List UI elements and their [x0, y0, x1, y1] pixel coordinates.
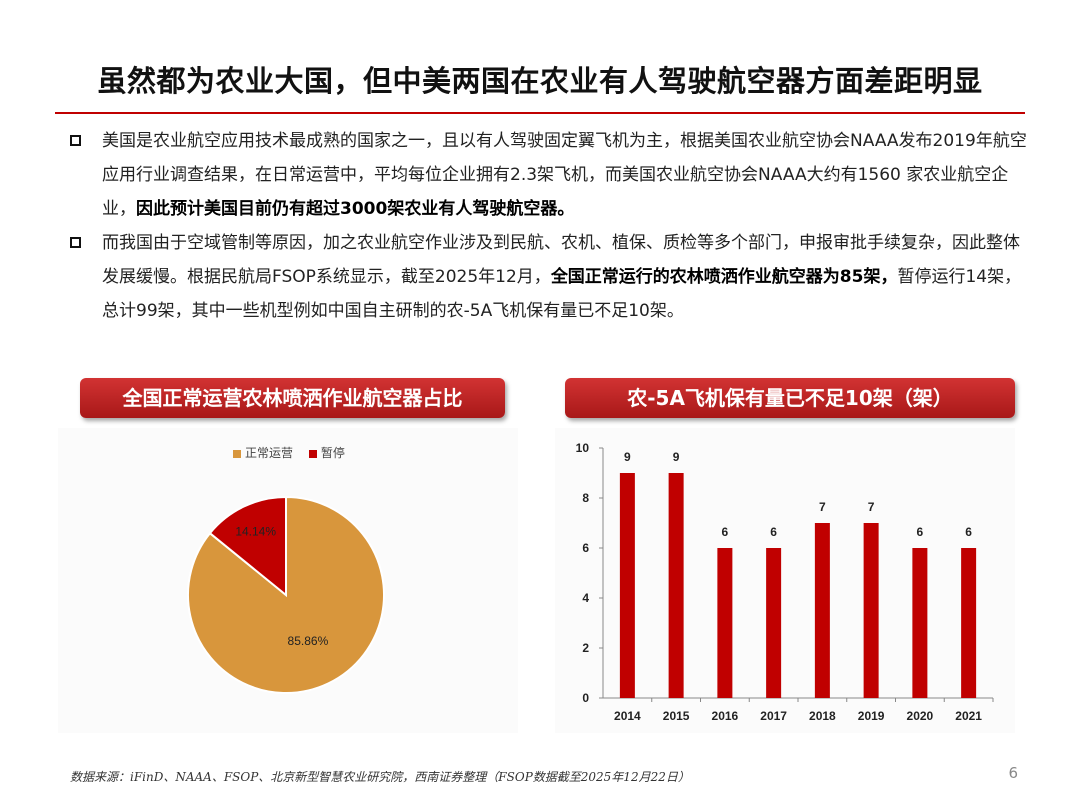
x-tick-label: 2015	[663, 709, 690, 723]
bar-2016	[717, 548, 733, 698]
title-underline	[55, 112, 1025, 114]
legend-item-normal: 正常运营	[233, 446, 293, 460]
bullet-list: 美国是农业航空应用技术最成熟的国家之一，且以有人驾驶固定翼飞机为主，根据美国农业…	[70, 124, 1030, 328]
page-title: 虽然都为农业大国，但中美两国在农业有人驾驶航空器方面差距明显	[97, 64, 983, 98]
bar-2019	[863, 523, 879, 698]
bar-data-label: 7	[819, 500, 826, 514]
bar-data-label: 7	[868, 500, 875, 514]
pie-chart-panel: 正常运营 暂停 85.86% 14.14%	[58, 428, 518, 733]
x-tick-label: 2014	[614, 709, 641, 723]
y-tick-label: 8	[582, 491, 589, 505]
y-tick-label: 6	[582, 541, 589, 555]
x-tick-label: 2019	[858, 709, 885, 723]
x-tick-label: 2017	[760, 709, 787, 723]
square-bullet-icon	[70, 237, 81, 248]
y-tick-label: 2	[582, 641, 589, 655]
bullet-text: 美国是农业航空应用技术最成熟的国家之一，且以有人驾驶固定翼飞机为主，根据美国农业…	[102, 131, 1027, 219]
x-tick-label: 2020	[907, 709, 934, 723]
bullet-us: 美国是农业航空应用技术最成熟的国家之一，且以有人驾驶固定翼飞机为主，根据美国农业…	[70, 124, 1030, 226]
bar-chart: 0 2 4 6 8 10 9 2014 9 2015 6 2016 6 2017 7 2018 7 2019 6 20…	[576, 441, 994, 723]
bullet-bold-text: 因此预计美国目前仍有超过3000架农业有人驾驶航空器。	[136, 199, 575, 219]
bar-data-label: 6	[917, 525, 924, 539]
pie-legend: 正常运营 暂停	[233, 444, 357, 461]
bar-2015	[668, 473, 684, 698]
bar-chart-banner: 农-5A飞机保有量已不足10架（架）	[565, 378, 1015, 418]
bar-data-label: 6	[965, 525, 972, 539]
pie-data-label: 85.86%	[288, 634, 329, 648]
bar-2021	[961, 548, 977, 698]
pie-slice-paused	[208, 495, 287, 598]
legend-label-normal: 正常运营	[245, 446, 294, 460]
bullet-text-tail: 暂停运行14架，总计99架，其中一些机型例如中国自主研制的农-5A飞机保有量已不…	[102, 267, 1022, 321]
x-tick-label: 2018	[809, 709, 836, 723]
legend-swatch-normal	[233, 449, 241, 458]
legend-item-paused: 暂停	[308, 446, 345, 460]
x-tick-label: 2016	[712, 709, 739, 723]
bar-data-label: 9	[673, 450, 680, 464]
page-number: 6	[1008, 764, 1018, 782]
legend-swatch-paused	[308, 449, 317, 458]
bar-data-label: 6	[770, 525, 777, 539]
pie-data-label: 14.14%	[235, 524, 276, 538]
bar-2018	[814, 523, 830, 698]
y-tick-label: 0	[582, 691, 589, 705]
bar-2020	[912, 548, 928, 698]
bar-2014	[619, 473, 635, 698]
legend-label-paused: 暂停	[320, 446, 345, 460]
bar-2017	[766, 548, 782, 698]
y-tick-label: 10	[576, 441, 590, 455]
bullet-bold-text: 全国正常运行的农林喷洒作业航空器为85架，	[550, 267, 898, 287]
x-tick-label: 2021	[955, 709, 982, 723]
bullet-china: 而我国由于空域管制等原因，加之农业航空作业涉及到民航、农机、植保、质检等多个部门…	[70, 226, 1030, 328]
source-footnote: 数据来源：iFinD、NAAA、FSOP、北京新型智慧农业研究院，西南证券整理（…	[70, 770, 690, 784]
bar-chart-panel: 0 2 4 6 8 10 9 2014 9 2015 6 2016 6 2017 7 2018 7 2019 6 20…	[555, 428, 1015, 733]
pie-chart: 85.86% 14.14%	[187, 495, 385, 694]
bullet-text: 而我国由于空域管制等原因，加之农业航空作业涉及到民航、农机、植保、质检等多个部门…	[102, 233, 1020, 287]
square-bullet-icon	[70, 135, 81, 146]
bar-data-label: 9	[624, 450, 631, 464]
pie-chart-banner: 全国正常运营农林喷洒作业航空器占比	[80, 378, 505, 418]
bar-data-label: 6	[722, 525, 729, 539]
y-tick-label: 4	[582, 591, 589, 605]
